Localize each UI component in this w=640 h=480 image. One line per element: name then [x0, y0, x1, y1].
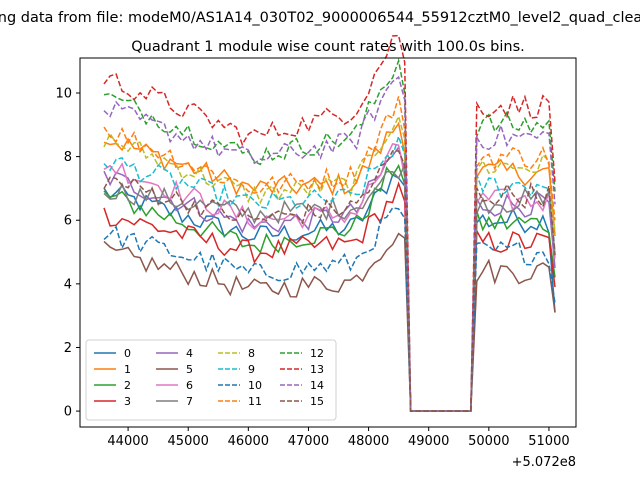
legend-item-8: 8 [218, 347, 255, 360]
x-tick-label: 48000 [348, 434, 389, 449]
legend-item-5: 5 [156, 363, 193, 376]
x-axis: 44000 45000 46000 47000 48000 49000 50000 51000 [107, 427, 570, 449]
x-tick-label: 45000 [168, 434, 209, 449]
y-tick-label: 0 [64, 405, 72, 420]
suptitle: Plotting data from file: modeM0/AS1A14_0… [0, 10, 640, 26]
x-offset-label: +5.072e8 [512, 455, 576, 470]
legend-label: 8 [248, 347, 255, 360]
legend-label: 15 [310, 395, 324, 408]
legend-label: 7 [186, 395, 193, 408]
legend-item-12: 12 [280, 347, 324, 360]
legend-label: 13 [310, 363, 324, 376]
y-axis: 0 2 4 6 8 10 [55, 86, 80, 420]
series-line-10 [103, 207, 556, 412]
x-tick-label: 51000 [528, 434, 569, 449]
legend-item-3: 3 [94, 395, 131, 408]
legend-label: 14 [310, 379, 324, 392]
plot-frame [79, 57, 577, 428]
legend-box [85, 339, 337, 421]
legend-item-1: 1 [94, 363, 131, 376]
series-line-9 [103, 134, 556, 412]
legend-item-9: 9 [218, 363, 255, 376]
legend-label: 1 [124, 363, 131, 376]
y-tick-label: 2 [64, 341, 72, 356]
series-line-1 [103, 121, 556, 412]
legend-label: 6 [186, 379, 193, 392]
legend-item-14: 14 [280, 379, 324, 392]
legend-item-13: 13 [280, 363, 324, 376]
series-layer [103, 34, 556, 412]
legend-item-15: 15 [280, 395, 324, 408]
series-line-13 [103, 34, 556, 412]
series-line-14 [103, 75, 556, 412]
series-line-6 [103, 143, 556, 412]
legend-item-0: 0 [94, 347, 131, 360]
legend-item-7: 7 [156, 395, 193, 408]
legend-item-4: 4 [156, 347, 193, 360]
x-tick-label: 46000 [228, 434, 269, 449]
series-line-12 [103, 57, 556, 412]
x-tick-label: 49000 [408, 434, 449, 449]
legend-item-10: 10 [218, 379, 262, 392]
series-line-15 [103, 150, 556, 412]
legend-item-2: 2 [94, 379, 131, 392]
legend-label: 12 [310, 347, 324, 360]
legend-item-6: 6 [156, 379, 193, 392]
y-tick-label: 4 [64, 277, 72, 292]
legend-label: 9 [248, 363, 255, 376]
x-tick-label: 47000 [288, 434, 329, 449]
legend-label: 4 [186, 347, 193, 360]
x-tick-label: 50000 [468, 434, 509, 449]
series-line-5 [103, 232, 556, 412]
y-tick-label: 6 [64, 214, 72, 229]
series-line-11 [103, 96, 556, 412]
y-tick-label: 10 [55, 86, 72, 101]
y-tick-label: 8 [64, 150, 72, 165]
legend-label: 2 [124, 379, 131, 392]
legend-item-11: 11 [218, 395, 262, 408]
legend-label: 10 [248, 379, 262, 392]
series-line-2 [103, 163, 556, 412]
legend-label: 11 [248, 395, 262, 408]
series-line-8 [103, 114, 556, 412]
x-tick-label: 44000 [107, 434, 148, 449]
legend-label: 0 [124, 347, 131, 360]
legend-label: 5 [186, 363, 193, 376]
series-line-3 [103, 181, 556, 412]
legend-label: 3 [124, 395, 131, 408]
chart-title: Quadrant 1 module wise count rates with … [131, 39, 525, 55]
